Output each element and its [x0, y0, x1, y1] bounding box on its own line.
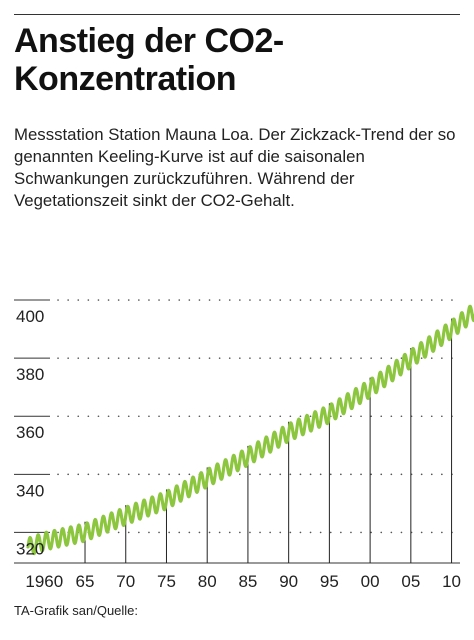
y-gridlines [14, 299, 463, 534]
x-tick-label: 1960 [25, 572, 63, 591]
source-note: TA-Grafik san/Quelle: [14, 603, 139, 618]
top-rule [14, 14, 460, 15]
x-tick-label: 95 [320, 572, 339, 591]
x-tick-label: 85 [238, 572, 257, 591]
series-layer [26, 304, 474, 556]
chart-title: Anstieg der CO2-Konzentration [14, 22, 284, 98]
x-tick-labels: 1960 65 70 75 80 85 90 95 00 05 10 [25, 572, 461, 591]
y-tick-labels: 320 340 360 380 400 [16, 307, 44, 558]
y-tick-label: 380 [16, 365, 44, 384]
co2-series-line [26, 304, 474, 556]
chart-subtitle: Messstation Station Mauna Loa. Der Zickz… [14, 125, 456, 210]
x-tick-label: 75 [157, 572, 176, 591]
x-tick-label: 90 [279, 572, 298, 591]
y-tick-label: 360 [16, 423, 44, 442]
y-tick-label: 400 [16, 307, 44, 326]
x-tick-label: 05 [401, 572, 420, 591]
x-tick-label: 00 [361, 572, 380, 591]
x-tick-label: 80 [198, 572, 217, 591]
x-tick-label: 10 [442, 572, 461, 591]
y-tick-label: 320 [16, 539, 44, 558]
y-tick-label: 340 [16, 481, 44, 500]
x-tick-label: 70 [116, 572, 135, 591]
x-tick-lines [14, 318, 460, 564]
co2-line-chart: 320 340 360 380 400 1960 65 70 75 80 85 90 95 00 05 10 [14, 299, 474, 591]
x-tick-label: 65 [76, 572, 95, 591]
